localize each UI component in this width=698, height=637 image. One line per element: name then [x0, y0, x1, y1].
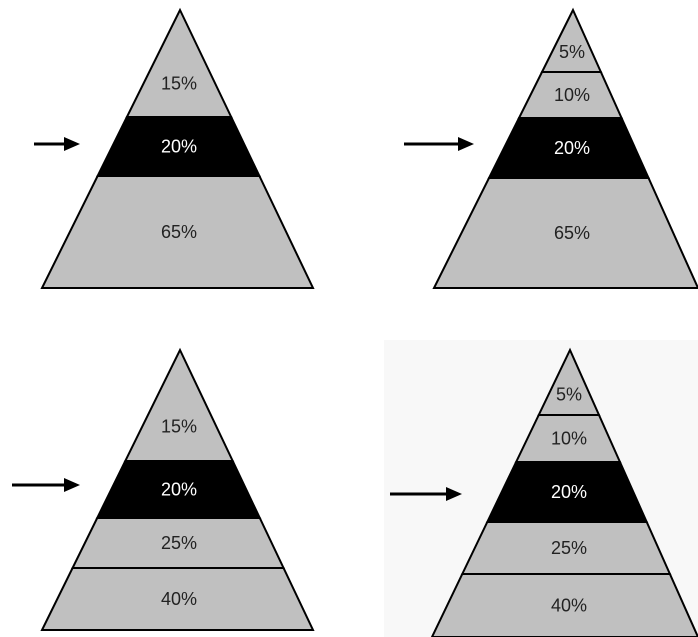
pointer-arrow-icon	[12, 478, 80, 492]
pyramid-top-left: 15% 20% 65%	[34, 7, 315, 289]
band-40-pct	[430, 573, 698, 637]
band-65-pct	[40, 175, 315, 289]
band-label: 40%	[551, 595, 587, 615]
band-label: 10%	[554, 85, 590, 105]
band-label: 25%	[161, 533, 197, 553]
band-label: 20%	[161, 136, 197, 156]
band-label: 25%	[551, 538, 587, 558]
band-label: 65%	[554, 223, 590, 243]
band-label: 65%	[161, 222, 197, 242]
pyramid-top-right: 5% 10% 20% 65%	[404, 7, 698, 289]
band-label: 20%	[554, 138, 590, 158]
band-65-pct	[432, 177, 698, 289]
band-label: 20%	[161, 479, 197, 499]
pointer-arrow-icon	[390, 487, 462, 501]
band-label: 40%	[161, 589, 197, 609]
band-5-pct	[540, 7, 603, 73]
band-15-pct	[123, 347, 235, 462]
band-label: 15%	[161, 74, 197, 94]
band-label: 10%	[551, 428, 587, 448]
band-5-pct	[537, 347, 601, 416]
pyramid-bottom-right: 5% 10% 20% 25% 40%	[390, 347, 698, 637]
pointer-arrow-icon	[34, 137, 80, 151]
pointer-arrow-icon	[404, 137, 474, 151]
band-15-pct	[125, 7, 233, 118]
band-40-pct	[40, 567, 315, 631]
pyramid-bottom-left: 15% 20% 25% 40%	[12, 347, 315, 631]
band-label: 5%	[559, 42, 585, 62]
band-label: 5%	[556, 384, 582, 404]
band-label: 20%	[551, 482, 587, 502]
band-label: 15%	[161, 416, 197, 436]
